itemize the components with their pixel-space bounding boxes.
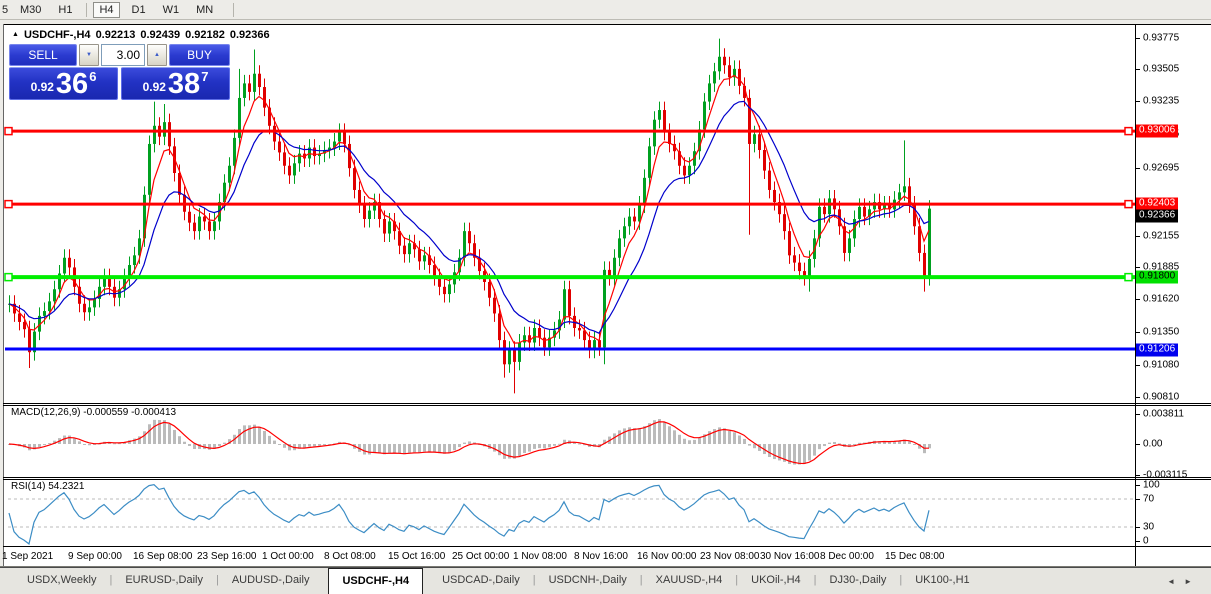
time-axis-label: 25 Oct 00:00: [452, 551, 510, 562]
axis-tick-label: 0.93235: [1143, 95, 1180, 107]
price-badge-0.92403: 0.92403: [1136, 197, 1179, 211]
buy-price-pip: 7: [201, 69, 209, 84]
timeframe-toolbar: 5 M30 H1 H4 D1 W1 MN: [0, 0, 1211, 20]
tab-separator: |: [532, 574, 536, 586]
timeframe-button-w1[interactable]: W1: [162, 3, 180, 16]
tab-separator: |: [639, 574, 643, 586]
chart-tab-ukoil-h4[interactable]: UKOil-,H4: [751, 574, 801, 586]
time-axis-label: 1 Nov 08:00: [513, 551, 567, 562]
ohlc-high: 0.92439: [140, 29, 181, 41]
chart-window: [3, 24, 1211, 567]
chart-tab-xauusd-h4[interactable]: XAUUSD-,H4: [655, 574, 723, 586]
sell-button[interactable]: SELL: [9, 44, 77, 66]
chart-tab-audusd-daily[interactable]: AUDUSD-,Daily: [231, 574, 310, 586]
axis-tick-label: 100: [1143, 479, 1160, 491]
volume-increase-button[interactable]: ▲: [147, 44, 167, 66]
time-axis-label: 15 Dec 08:00: [885, 551, 945, 562]
chart-symbol-label: USDCHF-,H4: [23, 29, 91, 41]
buy-price-big: 38: [167, 68, 201, 101]
timeframe-button-h1[interactable]: H1: [58, 3, 73, 16]
axis-tick-label: 0.003811: [1143, 408, 1184, 420]
chart-tab-bar: USDX,Weekly | EURUSD-,Daily | AUDUSD-,Daily U…: [0, 567, 1211, 594]
time-axis-label: 23 Sep 16:00: [197, 551, 257, 562]
price-badge-0.91800: 0.91800: [1136, 270, 1179, 284]
time-axis-label: 30 Nov 16:00: [760, 551, 820, 562]
axis-tick-label: 30: [1143, 521, 1155, 533]
ohlc-close: 0.92366: [229, 29, 270, 41]
timeframe-button-5[interactable]: 5: [2, 3, 9, 16]
tab-separator: |: [899, 574, 903, 586]
timeframe-button-m30[interactable]: M30: [20, 3, 42, 16]
rsi-label: RSI(14) 54.2321: [11, 481, 85, 492]
chart-tab-usdx-weekly[interactable]: USDX,Weekly: [27, 574, 97, 586]
macd-label: MACD(12,26,9) -0.000559 -0.000413: [11, 407, 177, 418]
toolbar-separator: [86, 2, 88, 17]
chart-tab-usdchf-h4[interactable]: USDCHF-,H4: [328, 568, 424, 594]
axis-tick-label: 0.00: [1143, 438, 1163, 450]
chart-tab-uk100-h1[interactable]: UK100-,H1: [915, 574, 970, 586]
axis-tick-label: 70: [1143, 493, 1155, 505]
chart-tab-dj30-daily[interactable]: DJ30-,Daily: [829, 574, 887, 586]
axis-tick-label: 0: [1143, 535, 1149, 547]
tab-separator: |: [109, 574, 113, 586]
axis-tick-label: 0.93505: [1143, 63, 1180, 75]
tab-separator: |: [735, 574, 739, 586]
volume-input[interactable]: [102, 45, 144, 65]
tab-separator: |: [215, 574, 219, 586]
volume-field: [101, 44, 145, 66]
sell-price-big: 36: [55, 68, 89, 101]
timeframe-button-mn[interactable]: MN: [196, 3, 214, 16]
axis-tick-label: 0.91350: [1143, 326, 1180, 338]
collapse-chart-icon[interactable]: ▲: [12, 30, 19, 38]
time-axis-label: 8 Oct 08:00: [324, 551, 376, 562]
buy-price-prefix: 0.92: [142, 80, 166, 94]
tab-scroll-arrows[interactable]: ◄►: [1167, 577, 1201, 586]
timeframe-button-d1[interactable]: D1: [131, 3, 146, 16]
volume-decrease-button[interactable]: ▼: [79, 44, 99, 66]
chart-tab-usdcad-daily[interactable]: USDCAD-,Daily: [442, 574, 520, 586]
chart-tab-eurusd-daily[interactable]: EURUSD-,Daily: [125, 574, 203, 586]
time-axis-label: 16 Nov 00:00: [637, 551, 697, 562]
sell-price-pip: 6: [89, 69, 97, 84]
sell-price-prefix: 0.92: [30, 80, 54, 94]
time-axis-label: 8 Nov 16:00: [574, 551, 628, 562]
axis-tick-label: 0.92695: [1143, 162, 1180, 174]
axis-tick-label: -0.003115: [1143, 469, 1188, 481]
chart-title: ▲ USDCHF-,H4 0.92213 0.92439 0.92182 0.9…: [12, 29, 270, 41]
time-axis-label: 1 Sep 2021: [2, 551, 54, 562]
timeframe-button-h4[interactable]: H4: [93, 1, 120, 18]
chart-tab-usdcnh-daily[interactable]: USDCNH-,Daily: [548, 574, 627, 586]
time-axis-label: 16 Sep 08:00: [133, 551, 193, 562]
price-badge-0.91206: 0.91206: [1136, 343, 1179, 357]
axis-tick-label: 0.91885: [1143, 261, 1180, 273]
price-badge-0.93006: 0.93006: [1136, 124, 1179, 138]
time-axis-label: 1 Oct 00:00: [262, 551, 314, 562]
axis-tick-label: 0.91080: [1143, 359, 1180, 371]
axis-tick-label: 0.93775: [1143, 32, 1180, 44]
toolbar-separator: [233, 2, 235, 17]
time-axis-label: 9 Sep 00:00: [68, 551, 122, 562]
time-axis-label: 8 Dec 00:00: [820, 551, 874, 562]
buy-button[interactable]: BUY: [169, 44, 230, 66]
buy-price-display[interactable]: 0.92 38 7: [121, 67, 230, 100]
ohlc-open: 0.92213: [95, 29, 136, 41]
time-axis-label: 23 Nov 08:00: [700, 551, 760, 562]
axis-tick-label: 0.90810: [1143, 391, 1180, 403]
time-axis-label: 15 Oct 16:00: [388, 551, 446, 562]
axis-tick-label: 0.92155: [1143, 230, 1180, 242]
axis-tick-label: 0.91620: [1143, 293, 1180, 305]
one-click-trading-panel: SELL ▼ ▲ BUY 0.92 36 6 0.92 38 7: [9, 44, 230, 100]
price-badge-0.92366: 0.92366: [1136, 209, 1179, 223]
tab-separator: |: [813, 574, 817, 586]
sell-price-display[interactable]: 0.92 36 6: [9, 67, 118, 100]
ohlc-low: 0.92182: [185, 29, 225, 41]
